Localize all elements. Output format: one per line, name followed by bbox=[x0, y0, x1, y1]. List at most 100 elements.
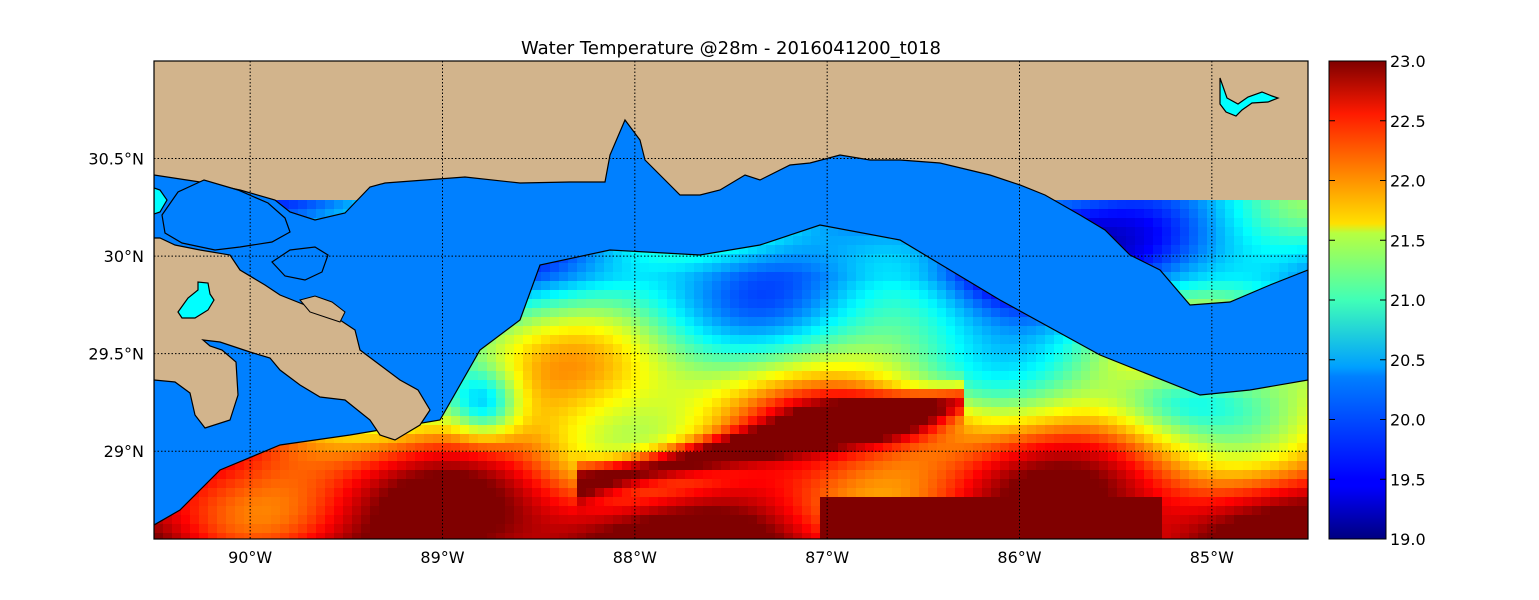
temperature-cell bbox=[217, 506, 226, 515]
temperature-cell bbox=[865, 263, 874, 272]
temperature-cell bbox=[937, 299, 946, 308]
temperature-cell bbox=[856, 434, 865, 443]
temperature-cell bbox=[793, 461, 802, 470]
temperature-cell bbox=[262, 470, 271, 479]
temperature-cell bbox=[829, 407, 838, 416]
temperature-cell bbox=[1126, 515, 1135, 524]
temperature-cell bbox=[1306, 389, 1308, 398]
temperature-cell bbox=[1072, 434, 1081, 443]
temperature-cell bbox=[1225, 290, 1234, 299]
temperature-cell bbox=[1090, 434, 1099, 443]
temperature-cell bbox=[1243, 470, 1252, 479]
temperature-cell bbox=[613, 506, 622, 515]
temperature-cell bbox=[784, 281, 793, 290]
temperature-cell bbox=[1270, 452, 1279, 461]
temperature-cell bbox=[685, 290, 694, 299]
temperature-cell bbox=[901, 362, 910, 371]
temperature-cell bbox=[631, 479, 640, 488]
temperature-cell bbox=[442, 470, 451, 479]
temperature-cell bbox=[901, 533, 910, 539]
temperature-cell bbox=[649, 371, 658, 380]
temperature-cell bbox=[1000, 425, 1009, 434]
temperature-cell bbox=[1117, 389, 1126, 398]
temperature-cell bbox=[469, 479, 478, 488]
temperature-cell bbox=[541, 398, 550, 407]
temperature-cell bbox=[982, 479, 991, 488]
temperature-cell bbox=[532, 308, 541, 317]
temperature-cell bbox=[892, 416, 901, 425]
temperature-cell bbox=[298, 443, 307, 452]
temperature-cell bbox=[280, 479, 289, 488]
temperature-cell bbox=[1045, 470, 1054, 479]
temperature-cell bbox=[721, 362, 730, 371]
temperature-cell bbox=[1036, 524, 1045, 533]
temperature-cell bbox=[1180, 290, 1189, 299]
temperature-cell bbox=[757, 452, 766, 461]
temperature-cell bbox=[406, 497, 415, 506]
temperature-cell bbox=[865, 416, 874, 425]
temperature-cell bbox=[1036, 335, 1045, 344]
temperature-cell bbox=[1306, 236, 1308, 245]
temperature-cell bbox=[838, 416, 847, 425]
temperature-cell bbox=[676, 434, 685, 443]
temperature-cell bbox=[1135, 506, 1144, 515]
temperature-cell bbox=[613, 479, 622, 488]
temperature-cell bbox=[577, 335, 586, 344]
temperature-cell bbox=[1063, 533, 1072, 539]
temperature-cell bbox=[676, 452, 685, 461]
temperature-cell bbox=[1000, 488, 1009, 497]
temperature-cell bbox=[622, 263, 631, 272]
temperature-cell bbox=[856, 524, 865, 533]
temperature-cell bbox=[730, 488, 739, 497]
temperature-cell bbox=[622, 497, 631, 506]
map-panel bbox=[154, 61, 1308, 539]
temperature-cell bbox=[1171, 389, 1180, 398]
temperature-cell bbox=[757, 398, 766, 407]
temperature-cell bbox=[181, 506, 190, 515]
temperature-cell bbox=[1225, 227, 1234, 236]
temperature-cell bbox=[1225, 416, 1234, 425]
temperature-cell bbox=[163, 515, 172, 524]
temperature-cell bbox=[1108, 506, 1117, 515]
temperature-cell bbox=[1279, 497, 1288, 506]
temperature-cell bbox=[811, 245, 820, 254]
temperature-cell bbox=[649, 470, 658, 479]
temperature-cell bbox=[1099, 218, 1108, 227]
temperature-cell bbox=[748, 416, 757, 425]
temperature-cell bbox=[1162, 533, 1171, 539]
temperature-cell bbox=[1117, 497, 1126, 506]
temperature-cell bbox=[613, 488, 622, 497]
temperature-cell bbox=[1207, 461, 1216, 470]
temperature-cell bbox=[1009, 524, 1018, 533]
temperature-cell bbox=[280, 488, 289, 497]
temperature-cell bbox=[640, 272, 649, 281]
temperature-cell bbox=[1288, 398, 1297, 407]
temperature-cell bbox=[667, 479, 676, 488]
temperature-cell bbox=[1153, 524, 1162, 533]
temperature-cell bbox=[505, 479, 514, 488]
temperature-cell bbox=[1243, 218, 1252, 227]
temperature-cell bbox=[496, 380, 505, 389]
temperature-cell bbox=[442, 506, 451, 515]
temperature-cell bbox=[937, 524, 946, 533]
temperature-cell bbox=[811, 479, 820, 488]
temperature-cell bbox=[955, 416, 964, 425]
temperature-cell bbox=[658, 407, 667, 416]
temperature-cell bbox=[604, 425, 613, 434]
colorbar-tick-label: 23.0 bbox=[1390, 52, 1426, 71]
temperature-cell bbox=[847, 254, 856, 263]
temperature-cell bbox=[1225, 461, 1234, 470]
temperature-cell bbox=[208, 479, 217, 488]
temperature-cell bbox=[622, 443, 631, 452]
temperature-cell bbox=[721, 470, 730, 479]
temperature-cell bbox=[1261, 236, 1270, 245]
temperature-cell bbox=[595, 425, 604, 434]
temperature-cell bbox=[370, 452, 379, 461]
temperature-cell bbox=[901, 299, 910, 308]
temperature-cell bbox=[739, 272, 748, 281]
temperature-cell bbox=[1144, 236, 1153, 245]
temperature-cell bbox=[937, 317, 946, 326]
temperature-cell bbox=[334, 506, 343, 515]
temperature-cell bbox=[739, 524, 748, 533]
temperature-cell bbox=[523, 326, 532, 335]
